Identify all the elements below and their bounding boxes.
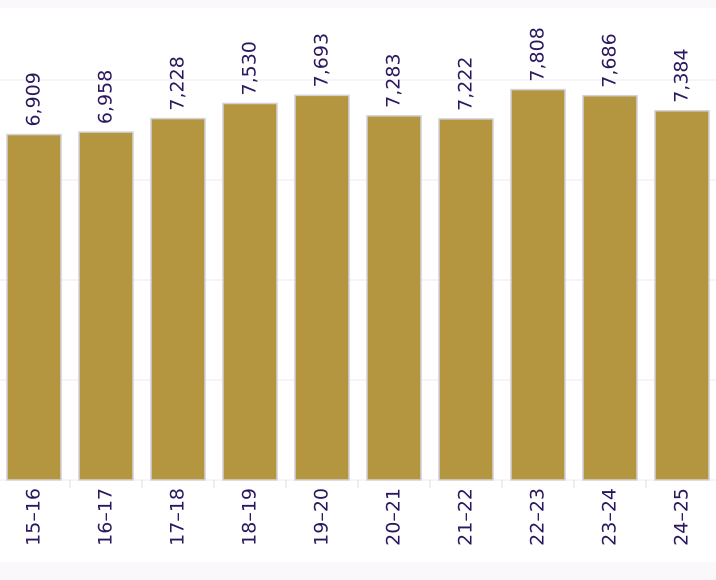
value-label: 7,222 (455, 56, 477, 110)
bar (222, 102, 278, 481)
top-band (0, 0, 716, 8)
value-label: 7,384 (671, 48, 693, 102)
bar (150, 117, 206, 481)
value-label: 7,808 (527, 27, 549, 81)
bar (654, 110, 710, 481)
x-tick-label: 16–17 (95, 488, 117, 546)
x-tick-label: 24–25 (671, 488, 693, 546)
value-label: 6,958 (95, 70, 117, 124)
bar (510, 88, 566, 481)
x-tick-label: 15–16 (23, 488, 45, 546)
x-tick-label: 22–23 (527, 488, 549, 546)
bar (6, 133, 62, 481)
x-tick-label: 19–20 (311, 488, 333, 546)
bar (78, 131, 134, 481)
value-label: 7,693 (311, 33, 333, 87)
value-label: 7,228 (167, 56, 189, 110)
bar (438, 118, 494, 481)
x-tick-label: 23–24 (599, 488, 621, 546)
value-label: 7,686 (599, 33, 621, 87)
bar (582, 94, 638, 481)
value-label: 7,283 (383, 53, 405, 107)
x-tick-label: 17–18 (167, 488, 189, 546)
bottom-band (0, 562, 716, 580)
value-label: 6,909 (23, 72, 45, 126)
bar (294, 94, 350, 481)
value-label: 7,530 (239, 41, 261, 95)
x-tick-label: 18–19 (239, 488, 261, 546)
x-tick-label: 21–22 (455, 488, 477, 546)
bar (366, 115, 422, 481)
x-tick-label: 20–21 (383, 488, 405, 546)
